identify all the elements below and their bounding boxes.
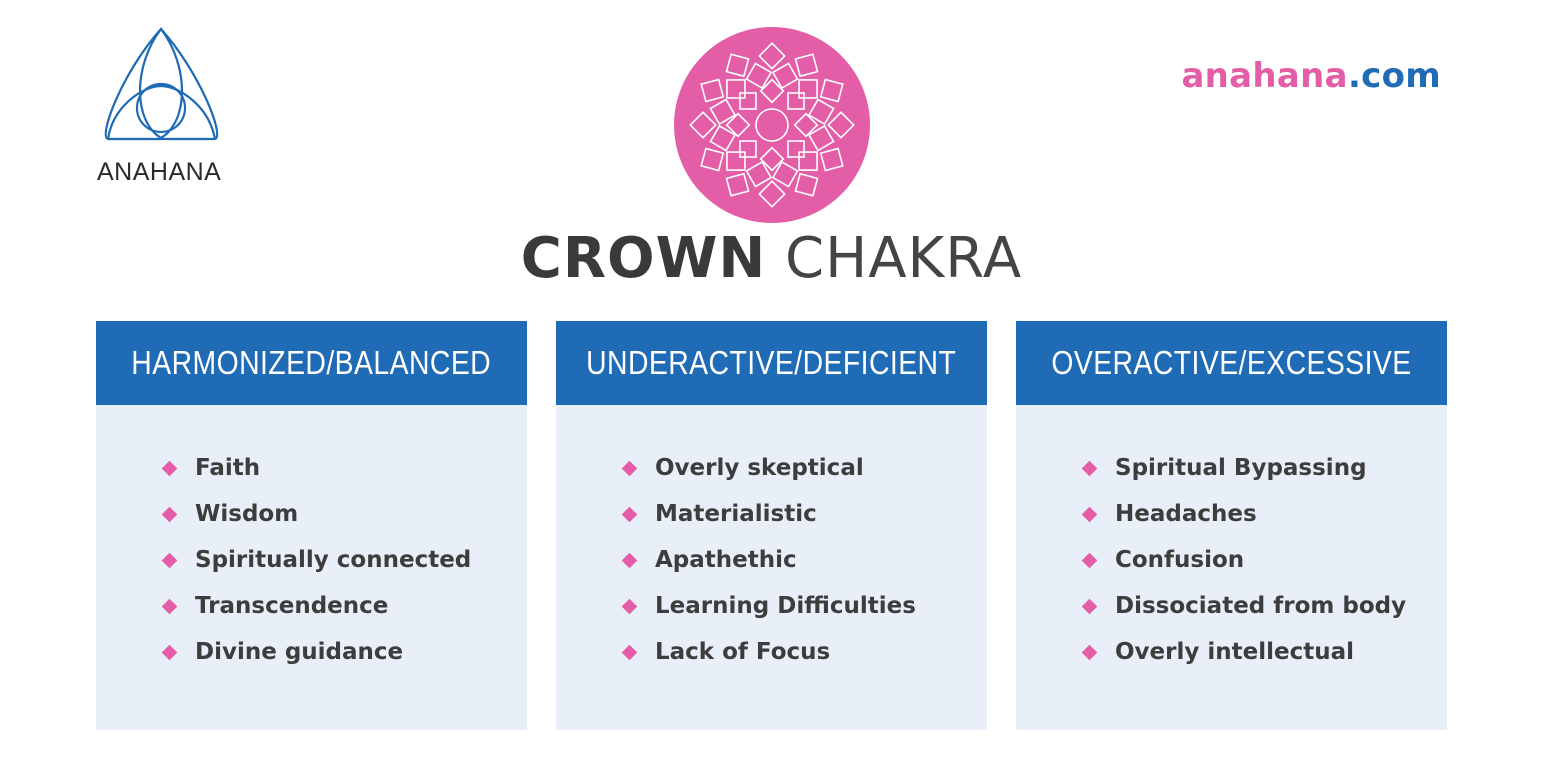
item-label: Materialistic: [655, 501, 817, 527]
panel-harmonized: HARMONIZED/BALANCED Faith Wisdom Spiritu…: [96, 321, 527, 730]
page-title: CROWN CHAKRA: [0, 226, 1543, 291]
title-light: CHAKRA: [785, 226, 1023, 291]
diamond-bullet-icon: [1081, 506, 1098, 522]
item-label: Headaches: [1115, 501, 1257, 527]
list-item: Spiritually connected: [161, 537, 472, 583]
item-label: Dissociated from body: [1115, 593, 1407, 619]
item-label: Spiritual Bypassing: [1115, 455, 1367, 481]
panel-heading: OVERACTIVE/EXCESSIVE: [1016, 321, 1447, 405]
list-item: Divine guidance: [161, 629, 471, 675]
item-label: Wisdom: [195, 501, 299, 527]
diamond-bullet-icon: [1081, 644, 1098, 660]
panel-underactive: UNDERACTIVE/DEFICIENT Overly skeptical M…: [556, 321, 987, 730]
diamond-bullet-icon: [1081, 552, 1098, 568]
site-name: anahana: [1181, 56, 1348, 96]
item-label: Learning Difficulties: [655, 593, 916, 619]
diamond-bullet-icon: [621, 598, 638, 614]
logo-text: ANAHANA: [97, 158, 222, 186]
item-label: Confusion: [1115, 547, 1245, 573]
item-label: Divine guidance: [195, 639, 404, 665]
item-label: Overly skeptical: [655, 455, 864, 481]
diamond-bullet-icon: [1081, 598, 1098, 614]
item-label: Transcendence: [195, 593, 389, 619]
symptom-list: Spiritual Bypassing Headaches Confusion …: [1081, 445, 1407, 675]
list-item: Dissociated from body: [1081, 583, 1407, 629]
diamond-bullet-icon: [161, 460, 178, 476]
list-item: Spiritual Bypassing: [1081, 445, 1406, 491]
site-url: anahana.com: [1181, 56, 1441, 96]
item-label: Faith: [195, 455, 261, 481]
item-label: Overly intellectual: [1115, 639, 1354, 665]
panel-heading: UNDERACTIVE/DEFICIENT: [556, 321, 987, 405]
crown-chakra-lotus-icon: [674, 27, 870, 223]
diamond-bullet-icon: [621, 644, 638, 660]
list-item: Overly skeptical: [621, 445, 916, 491]
panel-heading: HARMONIZED/BALANCED: [96, 321, 527, 405]
diamond-bullet-icon: [621, 552, 638, 568]
site-tld: .com: [1347, 56, 1441, 96]
diamond-bullet-icon: [621, 506, 638, 522]
list-item: Overly intellectual: [1081, 629, 1406, 675]
list-item: Faith: [161, 445, 471, 491]
symptom-list: Overly skeptical Materialistic Apathethi…: [621, 445, 916, 675]
diamond-bullet-icon: [161, 552, 178, 568]
list-item: Lack of Focus: [621, 629, 916, 675]
diamond-bullet-icon: [161, 506, 178, 522]
list-item: Apathethic: [621, 537, 916, 583]
panel-overactive: OVERACTIVE/EXCESSIVE Spiritual Bypassing…: [1016, 321, 1447, 730]
list-item: Wisdom: [161, 491, 471, 537]
anahana-logo: ANAHANA: [95, 26, 230, 186]
diamond-bullet-icon: [621, 460, 638, 476]
symptom-list: Faith Wisdom Spiritually connected Trans…: [161, 445, 472, 675]
list-item: Confusion: [1081, 537, 1406, 583]
list-item: Materialistic: [621, 491, 916, 537]
diamond-bullet-icon: [1081, 460, 1098, 476]
list-item: Headaches: [1081, 491, 1406, 537]
triquetra-logo-icon: [104, 27, 219, 141]
diamond-bullet-icon: [161, 598, 178, 614]
item-label: Lack of Focus: [655, 639, 831, 665]
item-label: Spiritually connected: [195, 547, 472, 573]
title-bold: CROWN: [520, 226, 767, 291]
list-item: Learning Difficulties: [621, 583, 916, 629]
item-label: Apathethic: [655, 547, 797, 573]
list-item: Transcendence: [161, 583, 471, 629]
diamond-bullet-icon: [161, 644, 178, 660]
